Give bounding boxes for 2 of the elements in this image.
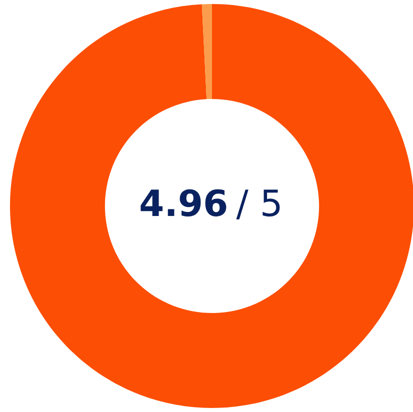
- text: / 5: [236, 190, 280, 220]
- text: 4.96: [140, 189, 226, 216]
